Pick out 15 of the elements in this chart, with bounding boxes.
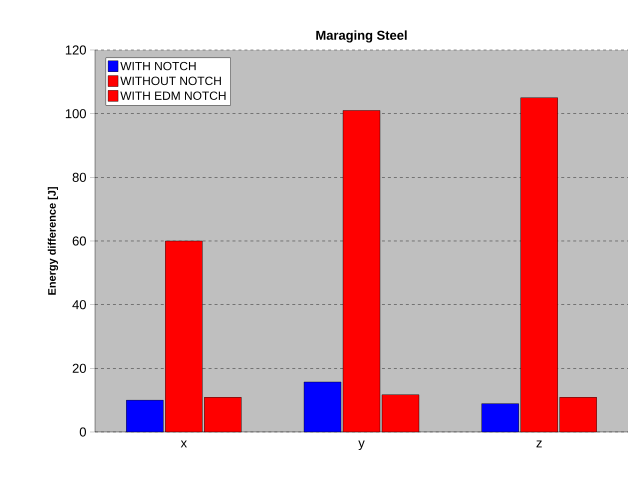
- legend-label: WITHOUT NOTCH: [120, 76, 221, 86]
- y-tick-label: 120: [66, 45, 86, 55]
- x-tick-label: z: [536, 440, 542, 448]
- chart-title: Maraging Steel: [316, 30, 407, 42]
- y-tick-label: 0: [80, 427, 86, 437]
- y-tick-label: 100: [66, 109, 86, 118]
- legend-label: WITH NOTCH: [120, 62, 196, 70]
- y-tick-label: 60: [72, 236, 86, 246]
- y-tick-label: 40: [72, 300, 86, 310]
- x-tick-label: x: [180, 440, 187, 448]
- legend-label: WITH EDM NOTCH: [120, 91, 226, 100]
- y-tick-label: 20: [72, 364, 86, 373]
- y-axis-title: Energy difference [J]: [48, 187, 58, 295]
- y-tick-label: 80: [72, 172, 86, 182]
- x-tick-label: y: [358, 440, 365, 450]
